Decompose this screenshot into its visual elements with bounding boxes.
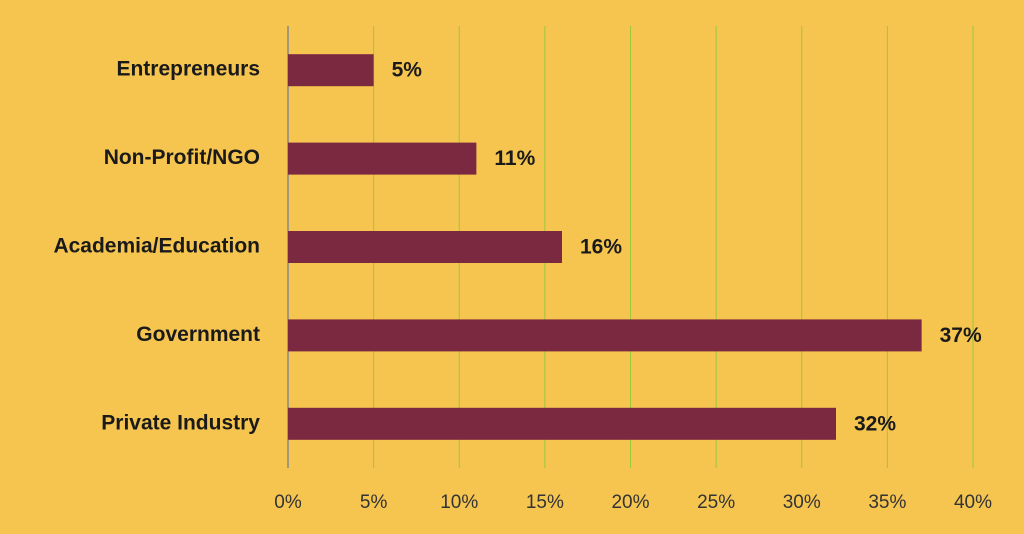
x-tick-label: 35% bbox=[868, 492, 906, 513]
bar bbox=[288, 142, 477, 175]
value-label: 16% bbox=[580, 236, 622, 259]
y-tick-label: Government bbox=[136, 323, 260, 346]
x-tick-label: 5% bbox=[360, 492, 388, 513]
value-label: 5% bbox=[392, 59, 423, 82]
x-tick-label: 20% bbox=[611, 492, 649, 513]
y-tick-label: Private Industry bbox=[101, 411, 260, 434]
x-tick-label: 0% bbox=[274, 492, 302, 513]
value-label: 32% bbox=[854, 412, 896, 435]
y-tick-label: Academia/Education bbox=[53, 235, 260, 258]
bar bbox=[288, 54, 374, 87]
y-tick-label: Entrepreneurs bbox=[116, 58, 260, 81]
bar bbox=[288, 407, 836, 440]
x-tick-label: 40% bbox=[954, 492, 992, 513]
bar bbox=[288, 231, 562, 263]
x-tick-label: 15% bbox=[526, 492, 564, 513]
value-label: 37% bbox=[940, 324, 982, 347]
x-tick-label: 10% bbox=[440, 492, 478, 513]
x-tick-label: 25% bbox=[697, 492, 735, 513]
bar bbox=[288, 319, 922, 352]
value-label: 11% bbox=[494, 147, 535, 170]
x-tick-label: 30% bbox=[783, 492, 821, 513]
y-tick-label: Non-Profit/NGO bbox=[104, 146, 260, 169]
